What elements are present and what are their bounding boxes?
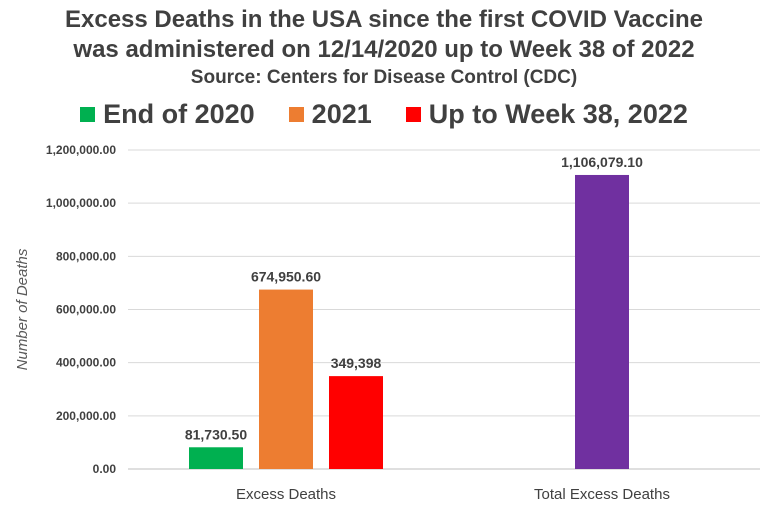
x-category-label: Total Excess Deaths [534,486,670,503]
chart-title-line-1: Excess Deaths in the USA since the first… [64,6,703,33]
legend-swatch [288,107,304,122]
legend-item-end-of-2020: End of 2020 [80,99,255,130]
legend-item-2021: 2021 [288,99,372,130]
legend-label: Up to Week 38, 2022 [428,99,688,129]
data-label: 349,398 [331,355,382,371]
y-tick-label: 1,000,000.00 [46,196,116,210]
legend: End of 2020 2021 Up to Week 38, 2022 [0,99,768,130]
y-tick-label: 200,000.00 [56,409,116,423]
chart-subtitle: Source: Centers for Disease Control (CDC… [190,67,578,88]
chart-title-line-2: was administered on 12/14/2020 up to Wee… [73,36,695,63]
y-axis-title: Number of Deaths [14,248,31,370]
bar [259,289,313,469]
legend-label: End of 2020 [103,99,255,129]
bar [575,174,629,470]
legend-swatch [405,107,421,122]
y-tick-label: 0.00 [93,462,117,476]
y-tick-label: 600,000.00 [56,303,116,317]
legend-item-up-to-week-38-2022: Up to Week 38, 2022 [405,99,688,130]
data-label: 81,730.50 [185,426,247,442]
bar [189,447,243,469]
y-tick-label: 400,000.00 [56,356,116,370]
y-tick-label: 800,000.00 [56,249,116,263]
bar [329,376,383,469]
legend-swatch [80,107,96,122]
data-label: 674,950.60 [251,269,321,285]
x-category-label: Excess Deaths [236,486,336,503]
legend-label: 2021 [311,99,372,129]
y-tick-label: 1,200,000.00 [46,143,116,157]
data-label: 1,106,079.10 [561,154,643,170]
